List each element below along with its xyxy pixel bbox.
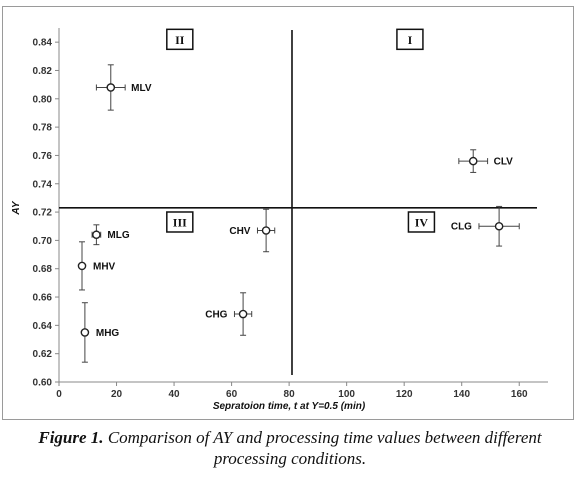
y-tick-label: 0.70 xyxy=(33,236,53,247)
x-tick-label: 100 xyxy=(338,389,355,400)
y-tick-label: 0.72 xyxy=(33,208,53,219)
scatter-chart: 0 20 40 60 80 100 120 140 160 0.60 0.62 0.64 0.66 0.6… xyxy=(0,0,580,425)
y-tick-label: 0.84 xyxy=(33,38,53,49)
x-tick-label: 140 xyxy=(453,389,470,400)
x-axis-title: Sepratoion time, t at Y=0.5 (min) xyxy=(213,401,366,412)
caption-text: Comparison of AY and processing time val… xyxy=(108,428,542,468)
data-point-label: CLV xyxy=(494,157,514,168)
y-tick-label: 0.74 xyxy=(33,179,53,190)
data-point-label: MLG xyxy=(107,230,129,241)
data-marker xyxy=(107,84,114,91)
data-marker xyxy=(78,262,85,269)
data-points: MLV CLV CLG CHV MLG MHV CHG MHG xyxy=(78,65,519,362)
y-tick-label: 0.68 xyxy=(33,264,53,275)
y-tick-label: 0.78 xyxy=(33,123,53,134)
x-tick-label: 60 xyxy=(226,389,238,400)
y-axis-title: AY xyxy=(11,200,22,215)
data-marker xyxy=(81,329,88,336)
data-point-mlg: MLG xyxy=(92,225,130,245)
data-point-clv: CLV xyxy=(459,150,513,173)
quadrant-text: III xyxy=(173,215,187,229)
data-point-label: MHV xyxy=(93,261,116,272)
x-tick-label: 40 xyxy=(168,389,180,400)
y-tick-label: 0.82 xyxy=(33,66,53,77)
quadrant-label-iii: III xyxy=(167,212,193,232)
tick-labels: 0 20 40 60 80 100 120 140 160 0.60 0.62 0.64 0.66 0.6… xyxy=(33,38,528,400)
data-point-mhv: MHV xyxy=(78,242,115,290)
quadrant-text: IV xyxy=(415,215,429,229)
axes xyxy=(55,28,548,386)
data-point-label: MLV xyxy=(131,83,152,94)
y-tick-label: 0.62 xyxy=(33,349,53,360)
quadrant-label-ii: II xyxy=(167,29,193,49)
quadrant-dividers xyxy=(59,30,537,375)
quadrant-label-iv: IV xyxy=(408,212,434,232)
x-tick-label: 20 xyxy=(111,389,123,400)
data-point-label: CLG xyxy=(451,222,472,233)
data-point-label: CHG xyxy=(205,310,227,321)
data-point-clg: CLG xyxy=(451,206,519,246)
quadrant-label-i: I xyxy=(397,29,423,49)
y-tick-label: 0.66 xyxy=(33,293,53,304)
x-tick-label: 0 xyxy=(56,389,62,400)
y-tick-label: 0.64 xyxy=(33,321,53,332)
quadrant-text: I xyxy=(408,33,413,47)
x-tick-label: 80 xyxy=(284,389,296,400)
data-point-mlv: MLV xyxy=(96,65,151,110)
data-point-chv: CHV xyxy=(229,209,274,251)
data-marker xyxy=(496,223,503,230)
data-marker xyxy=(93,231,100,238)
y-tick-label: 0.60 xyxy=(33,378,53,389)
data-point-chg: CHG xyxy=(205,293,251,335)
caption-label: Figure 1. xyxy=(38,428,103,447)
data-marker xyxy=(470,158,477,165)
data-point-label: CHV xyxy=(229,226,250,237)
data-point-mhg: MHG xyxy=(81,303,119,362)
data-marker xyxy=(263,227,270,234)
quadrant-text: II xyxy=(175,33,185,47)
figure-caption: Figure 1. Comparison of AY and processin… xyxy=(20,427,560,469)
y-tick-label: 0.80 xyxy=(33,94,53,105)
x-tick-label: 120 xyxy=(396,389,413,400)
data-marker xyxy=(239,310,246,317)
y-tick-label: 0.76 xyxy=(33,151,53,162)
data-point-label: MHG xyxy=(96,328,120,339)
x-tick-label: 160 xyxy=(511,389,528,400)
